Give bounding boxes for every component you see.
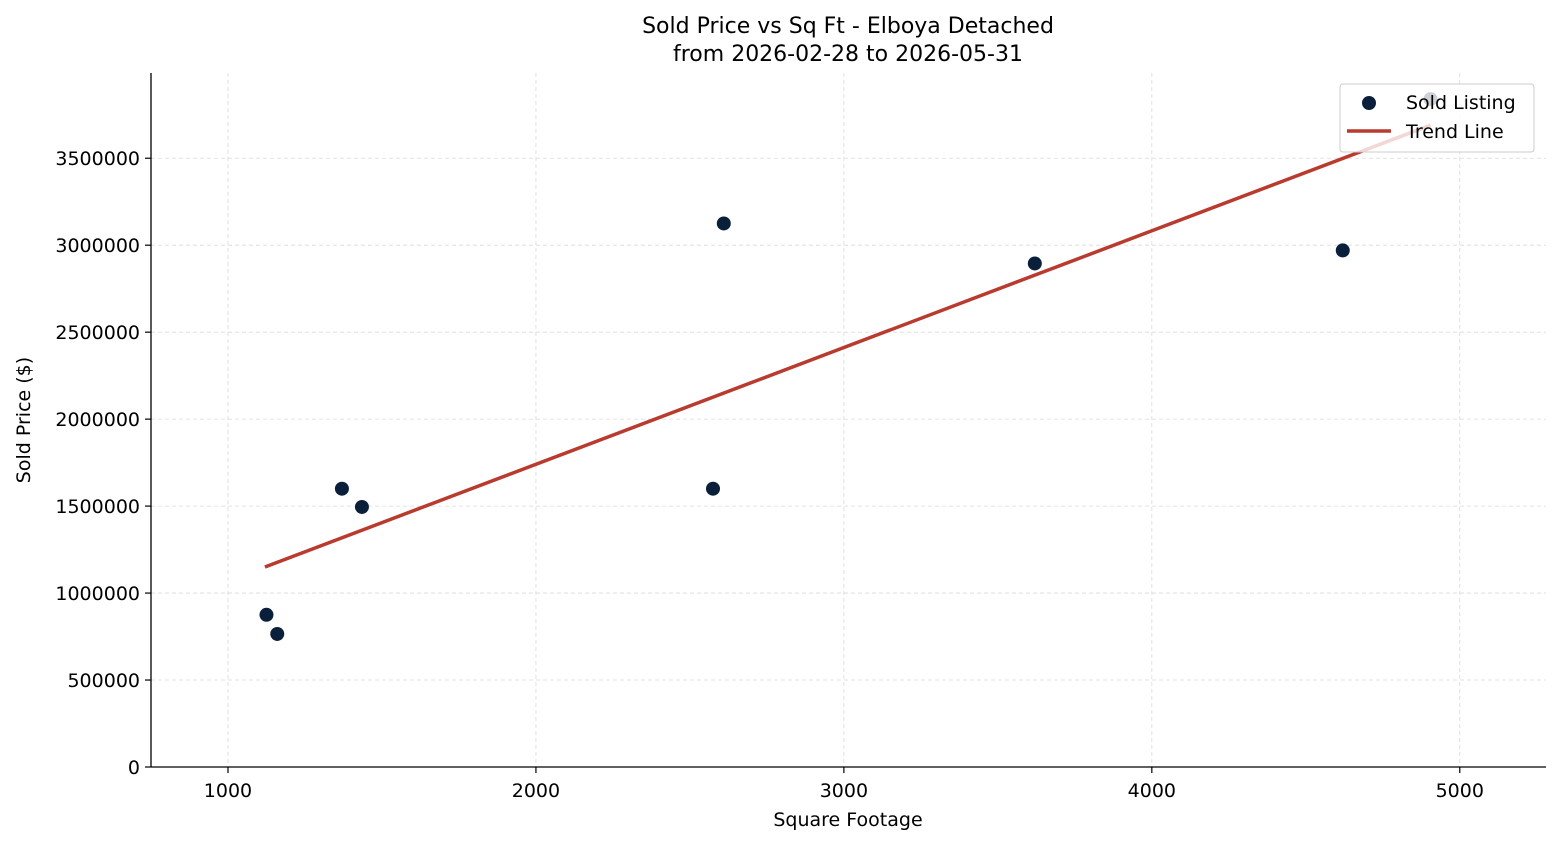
legend-label-sold-listing: Sold Listing xyxy=(1406,92,1516,114)
x-tick-label: 2000 xyxy=(512,780,560,802)
x-ticks: 1000 2000 3000 4000 5000 xyxy=(204,767,1484,802)
y-tick-label: 1000000 xyxy=(55,583,140,605)
y-tick-label: 2500000 xyxy=(55,322,140,344)
y-ticks: 0 500000 1000000 1500000 2000000 2500000 30000… xyxy=(55,148,151,779)
data-point xyxy=(706,481,721,496)
data-point xyxy=(270,626,285,641)
y-tick-label: 3500000 xyxy=(55,148,140,170)
x-axis-label: Square Footage xyxy=(773,809,922,831)
y-tick-label: 500000 xyxy=(67,670,140,692)
trend-line-layer xyxy=(264,123,1432,569)
data-point xyxy=(1027,256,1042,271)
trend-line xyxy=(264,123,1432,569)
data-point xyxy=(334,481,349,496)
x-tick-label: 3000 xyxy=(820,780,868,802)
data-point xyxy=(259,607,274,622)
axes xyxy=(150,73,1546,768)
x-tick-label: 1000 xyxy=(204,780,252,802)
x-tick-label: 5000 xyxy=(1436,780,1484,802)
legend-box xyxy=(1339,83,1535,153)
legend: Sold Listing Trend Line xyxy=(1339,83,1535,153)
x-tick-label: 4000 xyxy=(1128,780,1176,802)
grid xyxy=(151,73,1546,768)
data-point xyxy=(716,216,731,231)
chart-subtitle: from 2026-02-28 to 2026-05-31 xyxy=(673,42,1023,67)
chart-title: Sold Price vs Sq Ft - Elboya Detached xyxy=(642,14,1054,39)
y-tick-label: 2000000 xyxy=(55,409,140,431)
data-point xyxy=(1335,243,1350,258)
points-layer xyxy=(259,92,1438,641)
y-tick-label: 3000000 xyxy=(55,235,140,257)
y-axis-label: Sold Price ($) xyxy=(13,357,35,483)
data-point xyxy=(354,499,369,514)
y-tick-label: 1500000 xyxy=(55,496,140,518)
legend-label-trend-line: Trend Line xyxy=(1405,121,1504,143)
y-tick-label: 0 xyxy=(128,757,140,779)
legend-marker-sold-listing xyxy=(1362,96,1376,110)
